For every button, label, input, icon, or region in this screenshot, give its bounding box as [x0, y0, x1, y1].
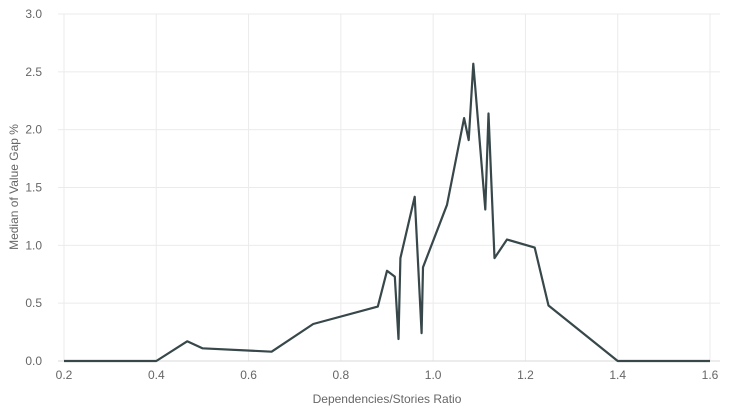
y-tick-label: 0.0: [25, 354, 42, 368]
grid-lines: [58, 13, 720, 362]
x-tick-label: 1.2: [517, 368, 534, 382]
x-tick-label: 0.6: [240, 368, 257, 382]
x-tick-label: 1.6: [702, 368, 719, 382]
x-tick-label: 0.4: [148, 368, 165, 382]
y-tick-label: 1.5: [25, 181, 42, 195]
x-axis-title: Dependencies/Stories Ratio: [313, 392, 462, 406]
x-tick-label: 0.2: [56, 368, 73, 382]
y-tick-label: 3.0: [25, 7, 42, 21]
y-tick-label: 0.5: [25, 296, 42, 310]
y-axis-ticks: 0.0 0.5 1.0 1.5 2.0 2.5 3.0: [25, 7, 42, 368]
series-layer: [64, 62, 710, 363]
y-axis-title: Median of Value Gap %: [7, 124, 21, 250]
x-axis-ticks: 0.2 0.4 0.6 0.8 1.0 1.2 1.4 1.6: [56, 368, 719, 382]
series-line-0: [64, 62, 710, 363]
x-tick-label: 1.4: [609, 368, 626, 382]
y-tick-label: 1.0: [25, 238, 42, 252]
y-tick-label: 2.0: [25, 123, 42, 137]
x-tick-label: 0.8: [333, 368, 350, 382]
y-tick-label: 2.5: [25, 65, 42, 79]
x-tick-label: 1.0: [425, 368, 442, 382]
